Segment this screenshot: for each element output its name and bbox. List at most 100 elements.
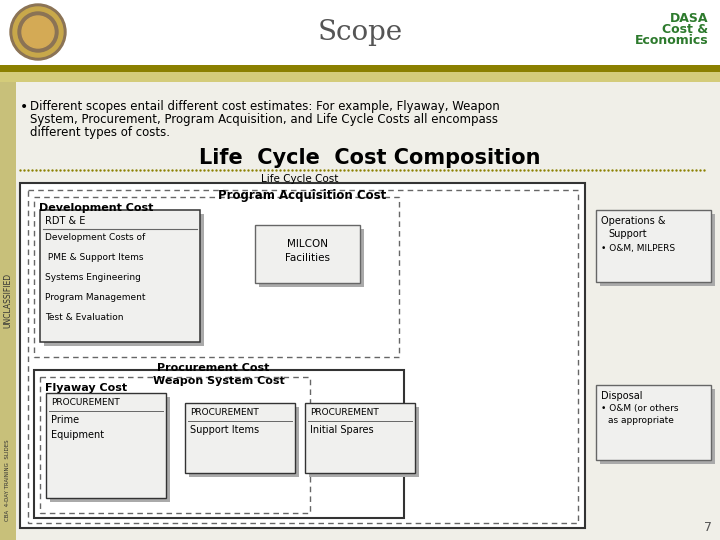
Point bbox=[366, 166, 378, 174]
Text: Life  Cycle  Cost Composition: Life Cycle Cost Composition bbox=[199, 148, 541, 168]
Text: PROCUREMENT: PROCUREMENT bbox=[310, 408, 379, 417]
Bar bbox=[0, 0, 720, 65]
Point bbox=[406, 166, 418, 174]
Point bbox=[467, 166, 478, 174]
Point bbox=[546, 166, 558, 174]
Point bbox=[382, 166, 394, 174]
Point bbox=[434, 166, 446, 174]
Point bbox=[506, 166, 518, 174]
Point bbox=[90, 166, 102, 174]
Point bbox=[638, 166, 649, 174]
Point bbox=[290, 166, 302, 174]
Point bbox=[539, 166, 550, 174]
Point bbox=[122, 166, 134, 174]
Point bbox=[570, 166, 582, 174]
Point bbox=[102, 166, 114, 174]
Text: Procurement Cost: Procurement Cost bbox=[157, 363, 269, 373]
Point bbox=[606, 166, 618, 174]
Bar bbox=[44, 214, 204, 346]
Point bbox=[170, 166, 181, 174]
Text: Economics: Economics bbox=[634, 34, 708, 47]
Point bbox=[446, 166, 458, 174]
Point bbox=[418, 166, 430, 174]
Text: Development Costs of: Development Costs of bbox=[45, 233, 145, 242]
Point bbox=[274, 166, 286, 174]
Bar bbox=[46, 393, 166, 498]
Point bbox=[554, 166, 566, 174]
Text: Operations &: Operations & bbox=[601, 216, 665, 226]
Point bbox=[662, 166, 674, 174]
Point bbox=[198, 166, 210, 174]
Text: Disposal: Disposal bbox=[601, 391, 642, 401]
Point bbox=[602, 166, 613, 174]
Point bbox=[22, 166, 34, 174]
Point bbox=[334, 166, 346, 174]
Text: Test & Evaluation: Test & Evaluation bbox=[45, 313, 124, 322]
Bar bbox=[189, 407, 299, 477]
Text: Program Management: Program Management bbox=[45, 293, 145, 302]
Point bbox=[270, 166, 282, 174]
Point bbox=[71, 166, 82, 174]
Text: Flyaway Cost: Flyaway Cost bbox=[45, 383, 127, 393]
Text: PROCUREMENT: PROCUREMENT bbox=[51, 398, 120, 407]
Point bbox=[622, 166, 634, 174]
Text: Development Cost: Development Cost bbox=[39, 203, 153, 213]
Bar bbox=[600, 389, 715, 464]
Point bbox=[294, 166, 306, 174]
Point bbox=[242, 166, 253, 174]
Bar bbox=[0, 65, 720, 72]
Point bbox=[642, 166, 654, 174]
Point bbox=[630, 166, 642, 174]
Point bbox=[230, 166, 242, 174]
Point bbox=[503, 166, 514, 174]
Point bbox=[323, 166, 334, 174]
Bar bbox=[40, 210, 200, 342]
Point bbox=[58, 166, 70, 174]
Text: as appropriate: as appropriate bbox=[608, 416, 674, 425]
Point bbox=[150, 166, 162, 174]
Point bbox=[490, 166, 502, 174]
Point bbox=[50, 166, 62, 174]
Point bbox=[498, 166, 510, 174]
Point bbox=[410, 166, 422, 174]
Point bbox=[370, 166, 382, 174]
Bar bbox=[28, 190, 578, 523]
Circle shape bbox=[22, 16, 54, 48]
Point bbox=[678, 166, 690, 174]
Text: different types of costs.: different types of costs. bbox=[30, 126, 170, 139]
Point bbox=[306, 166, 318, 174]
Point bbox=[166, 166, 178, 174]
Text: RDT & E: RDT & E bbox=[45, 216, 86, 226]
Point bbox=[215, 166, 226, 174]
Point bbox=[478, 166, 490, 174]
Point bbox=[626, 166, 638, 174]
Point bbox=[442, 166, 454, 174]
Point bbox=[386, 166, 397, 174]
Point bbox=[107, 166, 118, 174]
Point bbox=[18, 166, 30, 174]
Point bbox=[654, 166, 666, 174]
Point bbox=[110, 166, 122, 174]
Text: Initial Spares: Initial Spares bbox=[310, 425, 374, 435]
Point bbox=[246, 166, 258, 174]
Bar bbox=[596, 385, 711, 460]
Point bbox=[234, 166, 246, 174]
Point bbox=[162, 166, 174, 174]
Point bbox=[354, 166, 366, 174]
Text: Life Cycle Cost: Life Cycle Cost bbox=[261, 174, 338, 184]
Point bbox=[598, 166, 610, 174]
Point bbox=[346, 166, 358, 174]
Bar bbox=[600, 214, 715, 286]
Text: Weapon System Cost: Weapon System Cost bbox=[153, 376, 285, 386]
Text: Program Acquisition Cost: Program Acquisition Cost bbox=[218, 189, 387, 202]
Point bbox=[362, 166, 374, 174]
Point bbox=[182, 166, 194, 174]
Point bbox=[226, 166, 238, 174]
Point bbox=[694, 166, 706, 174]
Point bbox=[14, 166, 26, 174]
Point bbox=[378, 166, 390, 174]
Point bbox=[186, 166, 198, 174]
Point bbox=[350, 166, 361, 174]
Text: MILCON: MILCON bbox=[287, 239, 328, 249]
Point bbox=[62, 166, 73, 174]
